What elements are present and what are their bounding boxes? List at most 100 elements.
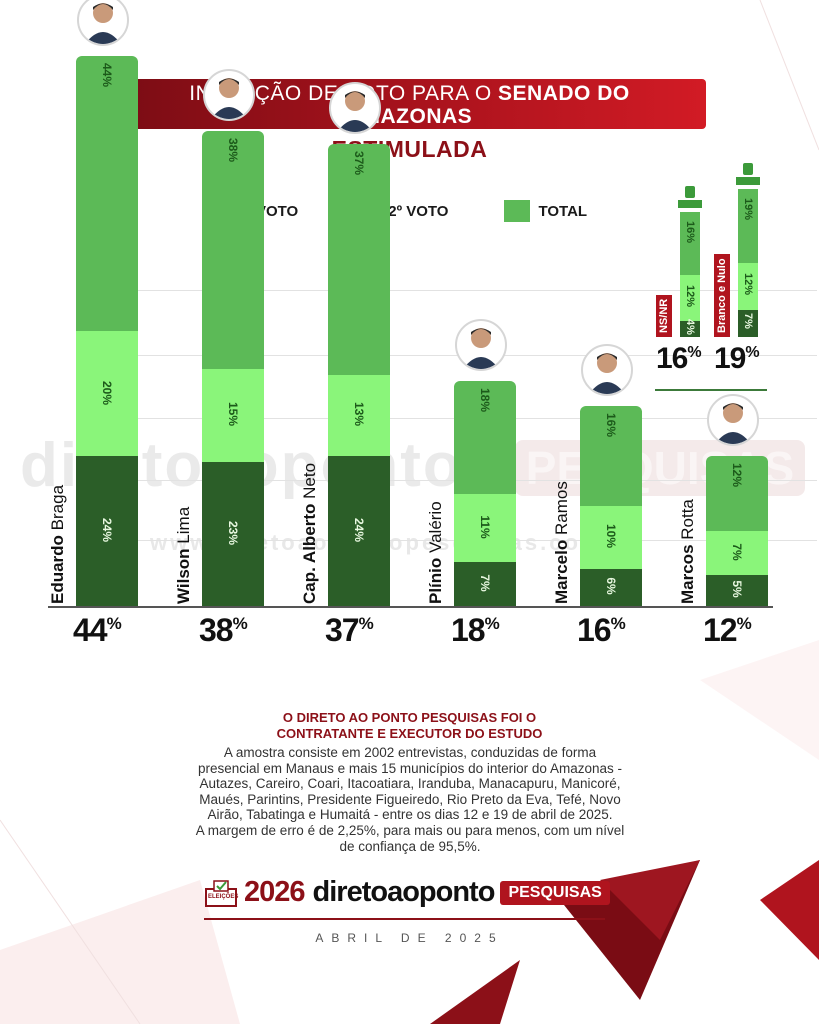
chart-title: INTENÇÃO DE VOTO PARA O SENADO DO AMAZON… <box>113 79 706 129</box>
bar-first-vote <box>202 462 264 606</box>
side-bar-first-vote <box>680 321 700 337</box>
candidate-first-name: Plínio <box>426 557 445 604</box>
methodology-line-2: presencial em Manaus e mais 15 município… <box>198 760 622 776</box>
candidate-name: Cap. Alberto Neto <box>300 463 320 604</box>
methodology-line-7: de confiança de 95,5%. <box>339 838 481 854</box>
candidate-total-number: 12 <box>703 612 738 648</box>
side-total-number: 19 <box>714 342 746 375</box>
legend-item-3: TOTAL <box>504 200 587 222</box>
candidate-photo <box>455 319 507 371</box>
candidate-first-name: Marcelo <box>552 539 571 604</box>
candidate-photo <box>203 69 255 121</box>
bar-label-total: 37% <box>352 150 366 175</box>
triangle-shape-light-right <box>700 640 819 760</box>
triangle-shape-right <box>760 860 819 960</box>
bar-label-first: 23% <box>226 521 240 546</box>
footer-heading: O DIRETO AO PONTO PESQUISAS FOI O CONTRA… <box>0 710 819 742</box>
triangle-shape-bottom <box>430 960 520 1024</box>
bar-label-first: 24% <box>100 517 114 543</box>
candidate-total-number: 37 <box>325 612 360 648</box>
candidate-first-name: Eduardo <box>48 535 67 604</box>
bar-total <box>76 56 138 331</box>
survey-date: ABRIL DE 2025 <box>315 931 504 945</box>
side-label-second: 12% <box>742 273 754 296</box>
bar-label-second: 13% <box>352 402 366 427</box>
candidate-total: 12% <box>703 612 752 649</box>
side-label-second: 12% <box>684 284 696 308</box>
candidate-last-name: Valério <box>426 501 445 558</box>
bar-label-first: 24% <box>352 517 366 543</box>
methodology-line-1: A amostra consiste em 2002 entrevistas, … <box>223 745 597 760</box>
percent-sign: % <box>610 614 626 633</box>
elections-tag: ELEIÇÕES <box>208 893 239 900</box>
footer-heading-line-2: CONTRATANTE E EXECUTOR DO ESTUDO <box>276 726 543 741</box>
percent-sign: % <box>745 344 759 361</box>
bar-label-total: 12% <box>730 462 744 488</box>
candidate-total: 37% <box>325 612 374 649</box>
bar-label-total: 18% <box>478 387 492 413</box>
percent-sign: % <box>484 614 500 633</box>
bar-second-vote <box>706 531 768 575</box>
bar-label-second: 15% <box>226 402 240 427</box>
methodology-line-5: Airão, Tabatinga e Humaitá - entre os di… <box>207 807 613 823</box>
bar-total <box>328 143 390 375</box>
bar-total <box>202 131 264 369</box>
side-bar-second-vote <box>680 274 700 322</box>
logo-divider <box>204 918 605 920</box>
candidate-photo <box>581 344 633 396</box>
bar-total <box>706 456 768 531</box>
candidate-last-name: Ramos <box>552 481 571 540</box>
candidate-last-name: Neto <box>300 462 319 504</box>
methodology-line-6: A margem de erro é de 2,25%, para mais o… <box>195 822 625 838</box>
candidate-total-number: 16 <box>577 612 612 648</box>
candidate-last-name: Lima <box>174 506 193 549</box>
ballot-icon <box>735 162 761 192</box>
bar-total <box>580 406 642 506</box>
side-bar-total <box>680 212 700 275</box>
legend: 1º VOTO 2º VOTO TOTAL <box>204 200 643 222</box>
side-chart-baseline <box>655 389 767 391</box>
candidate-first-name: Marcos <box>678 544 697 604</box>
candidate-total-number: 44 <box>73 612 108 648</box>
candidate-total: 38% <box>199 612 248 649</box>
brand-logo: ELEIÇÕES 2026 diretoaoponto PESQUISAS <box>204 876 610 909</box>
candidate-photo <box>707 394 759 446</box>
candidate-name: Eduardo Braga <box>48 485 68 604</box>
methodology-line-3: Autazes, Careiro, Coari, Itacoatiara, Ir… <box>199 776 621 792</box>
side-category-label: NS/NR <box>656 294 672 337</box>
logo-brand: diretoaoponto <box>312 876 496 908</box>
side-label-first: 4% <box>684 319 696 336</box>
candidate-first-name: Cap. Alberto <box>300 503 319 604</box>
side-bar-second-vote <box>738 262 758 310</box>
triangle-shape-light <box>0 880 240 1024</box>
chart-baseline <box>48 606 773 608</box>
title-bold-1: SENADO DO <box>498 82 630 105</box>
bar-label-total: 44% <box>100 62 114 88</box>
side-label-total: 19% <box>742 197 754 220</box>
percent-sign: % <box>106 614 122 633</box>
bar-second-vote <box>328 374 390 456</box>
bar-second-vote <box>454 493 516 563</box>
candidate-last-name: Rotta <box>678 499 697 545</box>
bar-label-first: 5% <box>730 580 744 599</box>
bar-label-second: 20% <box>100 380 114 405</box>
legend-label-3: TOTAL <box>538 202 588 220</box>
bar-second-vote <box>580 506 642 569</box>
bar-label-second: 11% <box>478 515 492 539</box>
bar-label-first: 6% <box>604 577 618 595</box>
side-label-total: 16% <box>684 221 696 244</box>
percent-sign: % <box>687 344 701 361</box>
bar-total <box>454 381 516 494</box>
methodology-text: A amostra consiste em 2002 entrevistas, … <box>160 745 660 854</box>
candidate-total: 18% <box>451 612 500 649</box>
bar-first-vote <box>76 456 138 606</box>
candidate-photo <box>329 81 381 134</box>
candidate-total: 44% <box>73 612 122 649</box>
side-bar-total <box>738 188 758 263</box>
bar-label-total: 38% <box>226 137 240 163</box>
bar-label-total: 16% <box>604 412 618 438</box>
bar-label-second: 7% <box>730 543 744 561</box>
side-total: 16% <box>656 342 702 376</box>
candidate-name: Wilson Lima <box>174 507 194 604</box>
